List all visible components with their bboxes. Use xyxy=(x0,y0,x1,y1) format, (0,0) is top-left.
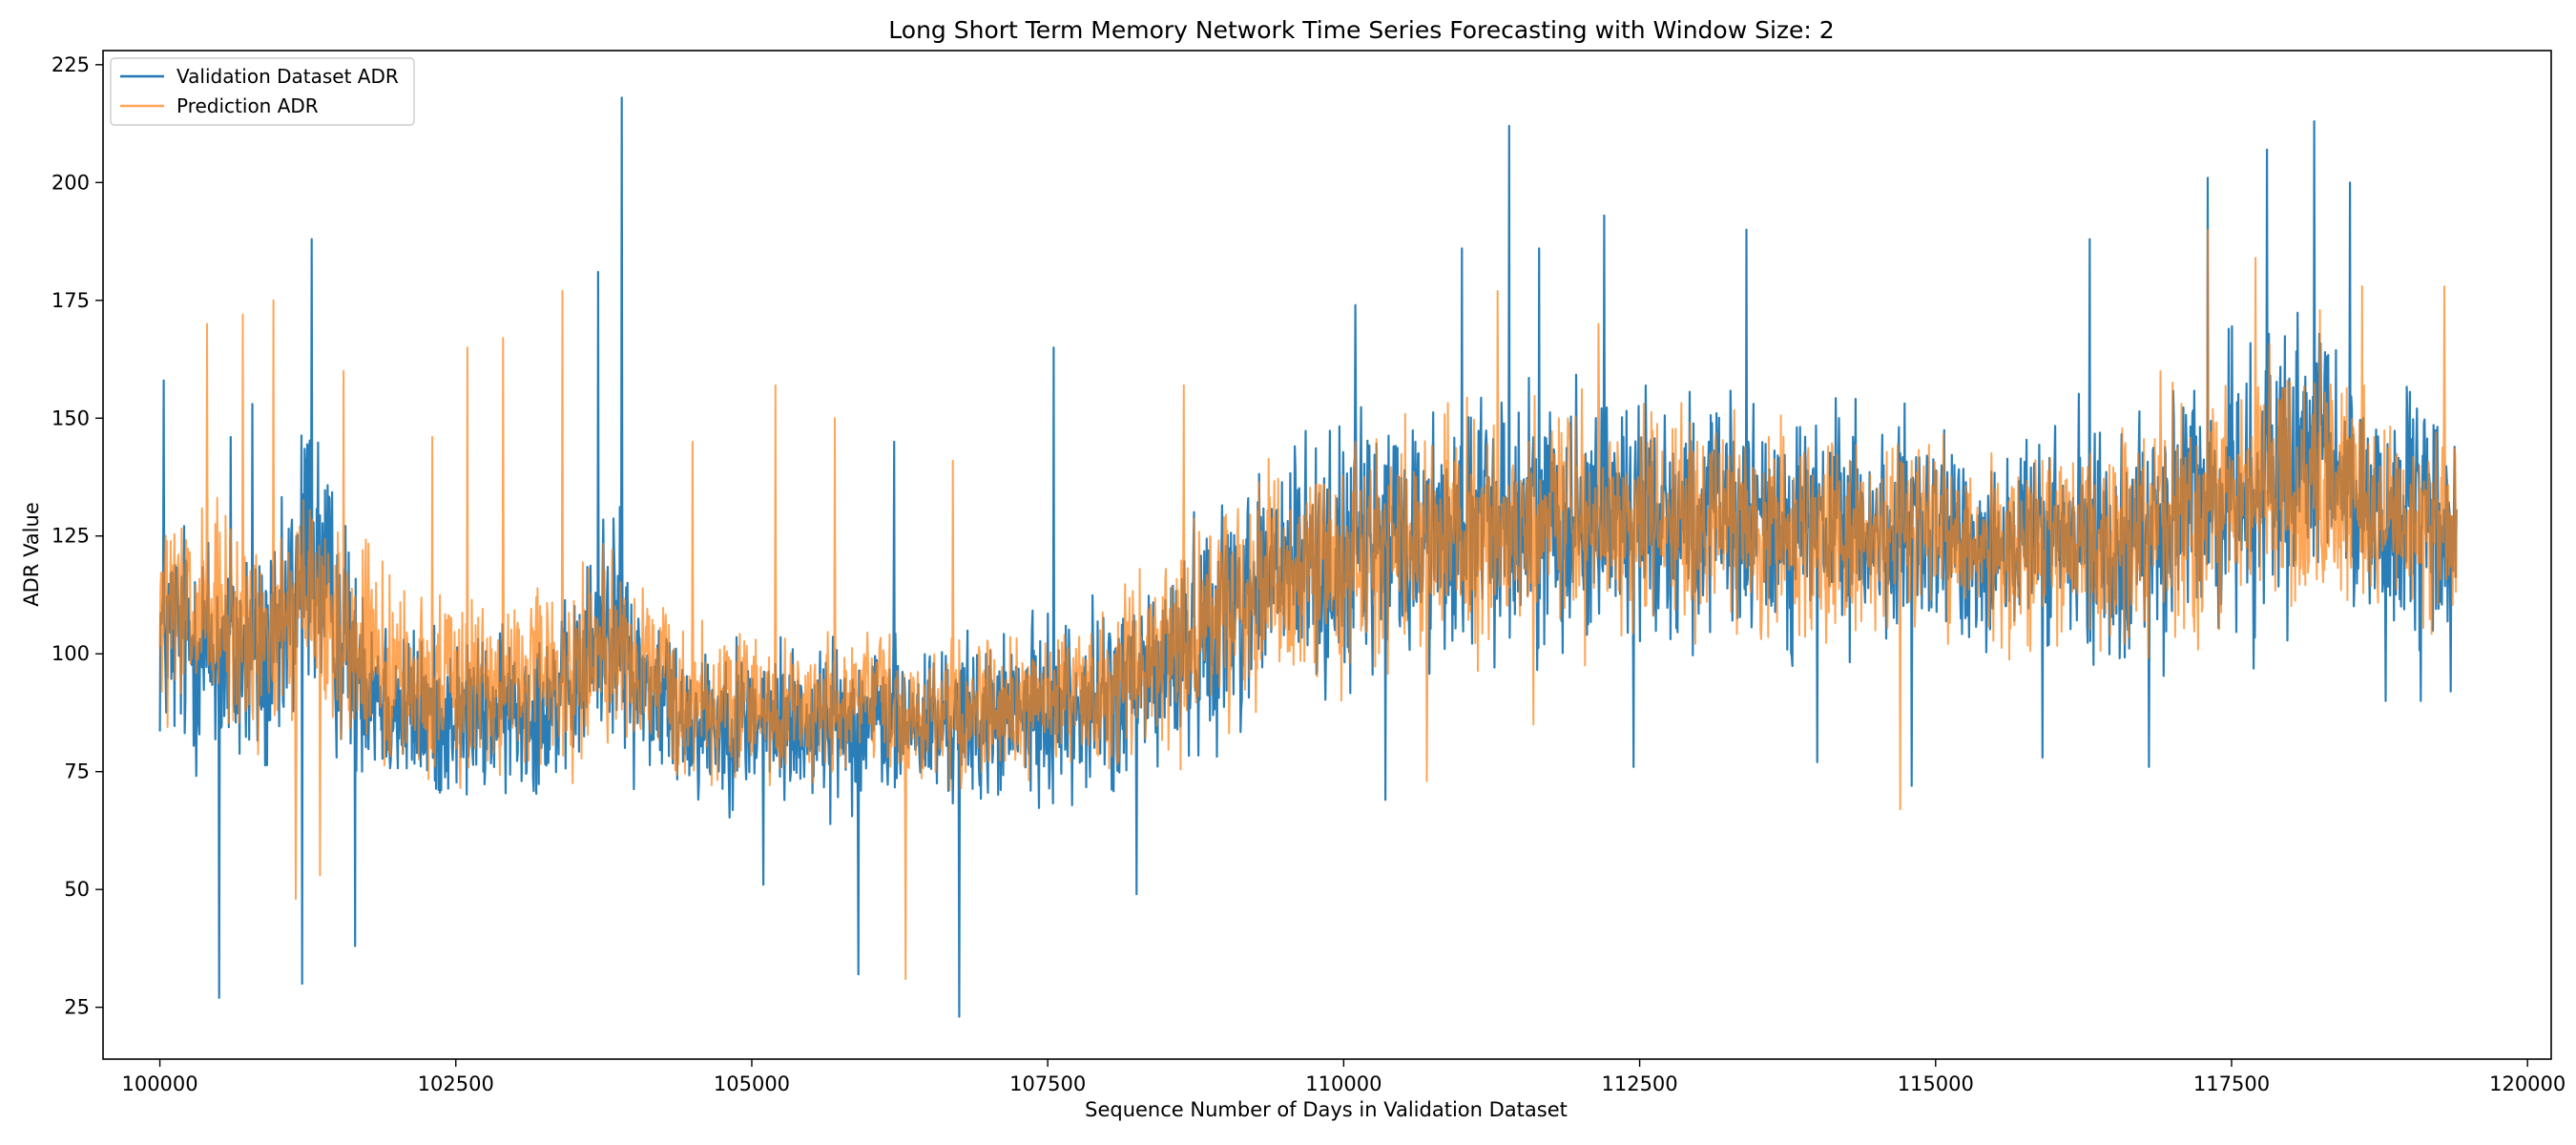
x-tick-label: 105000 xyxy=(714,1072,790,1095)
legend: Validation Dataset ADR Prediction ADR xyxy=(110,57,415,126)
y-tick-label: 25 xyxy=(64,996,90,1019)
prediction-series-line xyxy=(158,228,2458,980)
y-tick-label: 75 xyxy=(64,760,90,783)
x-tick-label: 102500 xyxy=(418,1072,494,1095)
series-layer xyxy=(158,96,2458,1018)
plot-area xyxy=(158,96,2458,1018)
legend-label-validation: Validation Dataset ADR xyxy=(177,65,399,88)
y-tick-label: 125 xyxy=(52,525,90,548)
y-tick-label: 100 xyxy=(52,642,90,665)
y-tick-label: 200 xyxy=(52,171,90,194)
chart-title: Long Short Term Memory Network Time Seri… xyxy=(888,16,1834,44)
legend-label-prediction: Prediction ADR xyxy=(177,94,319,117)
x-tick-label: 117500 xyxy=(2193,1072,2270,1095)
x-axis-label: Sequence Number of Days in Validation Da… xyxy=(1085,1098,1568,1121)
y-axis-label: ADR Value xyxy=(20,502,43,606)
y-tick-label: 175 xyxy=(52,289,90,312)
x-tick-label: 110000 xyxy=(1305,1072,1381,1095)
y-axis: 25 50 75 100 125 150 175 200 225 xyxy=(52,53,103,1019)
y-tick-label: 50 xyxy=(64,878,90,901)
x-tick-label: 107500 xyxy=(1009,1072,1086,1095)
x-tick-label: 112500 xyxy=(1601,1072,1677,1095)
y-tick-label: 225 xyxy=(52,53,90,76)
plot-frame xyxy=(102,50,2552,1060)
x-tick-label: 100000 xyxy=(121,1072,197,1095)
y-tick-label: 150 xyxy=(52,406,90,429)
x-tick-label: 115000 xyxy=(1898,1072,1974,1095)
legend-box xyxy=(110,57,415,126)
x-tick-label: 120000 xyxy=(2489,1072,2566,1095)
x-axis: 100000 102500 105000 107500 110000 112500 1150… xyxy=(121,1059,2566,1095)
